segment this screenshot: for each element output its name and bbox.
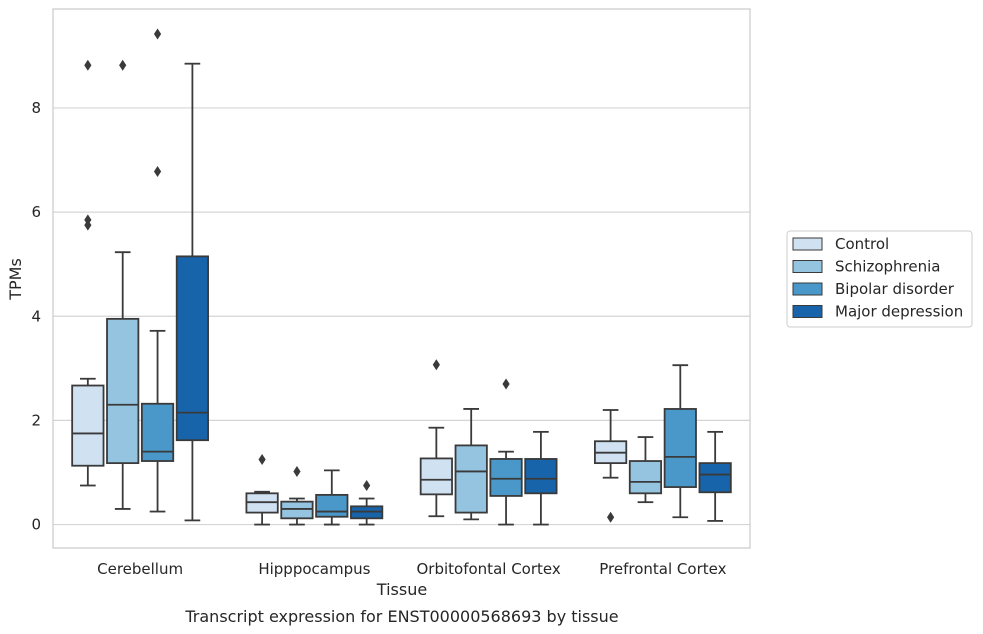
box-mark — [245, 453, 279, 526]
box-mark — [71, 59, 105, 487]
box-mark — [489, 378, 523, 526]
plot-frame — [52, 8, 751, 549]
series-group — [140, 28, 697, 526]
legend-swatch — [792, 282, 823, 296]
box-iqr — [489, 458, 523, 497]
box-mark — [419, 359, 453, 518]
outlier-point — [153, 28, 162, 40]
x-tick-label: Hipppocampus — [258, 560, 370, 578]
box-iqr — [524, 458, 558, 495]
outlier-point — [502, 378, 510, 390]
x-tick-labels: Cerebellum Hipppocampus Orbitofontal Corte… — [97, 560, 726, 578]
legend-frame — [786, 230, 973, 328]
outlier-point — [432, 359, 440, 371]
legend-label: Control — [835, 235, 889, 253]
outlier-point — [119, 59, 127, 71]
box-iqr — [280, 500, 314, 520]
outlier-point — [293, 465, 301, 477]
series-group — [175, 62, 732, 526]
legend-swatch — [792, 305, 823, 318]
outlier-point — [258, 453, 266, 465]
box-mark — [698, 430, 732, 522]
box-iqr — [175, 255, 209, 442]
box-mark — [663, 364, 697, 519]
x-axis-title: Tissue — [376, 580, 427, 599]
y-tick-label: 4 — [31, 307, 41, 325]
y-tick-label: 0 — [31, 516, 41, 534]
outlier-point — [84, 59, 92, 71]
series-group — [71, 59, 628, 526]
y-tick-label: 6 — [31, 203, 41, 221]
legend-swatch — [792, 237, 823, 251]
x-tick-label: Orbitofontal Cortex — [417, 560, 561, 578]
outlier-point — [153, 165, 162, 177]
legend-label: Bipolar disorder — [835, 280, 955, 298]
box-mark — [594, 409, 628, 523]
box-mark — [175, 62, 209, 522]
x-tick-label: Prefrontal Cortex — [599, 560, 726, 578]
box-iqr — [315, 493, 349, 518]
box-mark — [454, 408, 488, 521]
series-group — [106, 59, 663, 526]
legend-label: Schizophrenia — [835, 258, 940, 276]
box-mark — [524, 430, 558, 526]
box-mark — [280, 465, 314, 526]
box-mark — [140, 28, 175, 513]
box-series — [71, 28, 732, 526]
box-iqr — [71, 384, 105, 467]
legend-swatch — [792, 260, 823, 273]
y-tick-label: 8 — [31, 99, 41, 117]
x-tick-label: Cerebellum — [97, 560, 183, 578]
legend: Control Schizophrenia Bipolar disorder Majo… — [786, 230, 973, 328]
box-mark — [315, 469, 349, 526]
y-tick-label: 2 — [31, 411, 41, 429]
legend-label: Major depression — [835, 303, 963, 321]
box-iqr — [663, 408, 697, 488]
box-iqr — [628, 460, 663, 495]
box-iqr — [106, 317, 140, 465]
y-tick-labels: 0 2 4 6 8 — [31, 99, 41, 534]
outlier-point — [84, 214, 92, 226]
box-mark — [350, 480, 384, 526]
box-mark — [106, 59, 140, 510]
outlier-point — [607, 511, 615, 523]
box-mark — [628, 436, 663, 504]
chart-caption: Transcript expression for ENST0000056869… — [184, 607, 618, 626]
y-axis-title: TPMs — [6, 258, 25, 301]
box-iqr — [419, 457, 453, 496]
box-iqr — [454, 444, 488, 514]
outlier-point — [363, 480, 371, 492]
box-iqr — [698, 462, 732, 494]
